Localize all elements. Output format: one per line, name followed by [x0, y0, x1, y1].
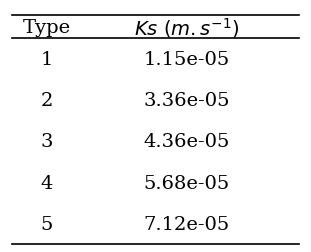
Text: 7.12e-05: 7.12e-05: [143, 215, 230, 233]
Text: 1: 1: [40, 51, 53, 69]
Text: 4.36e-05: 4.36e-05: [143, 133, 230, 151]
Text: 5: 5: [40, 215, 53, 233]
Text: 4: 4: [40, 174, 53, 192]
Text: 3: 3: [40, 133, 53, 151]
Text: 3.36e-05: 3.36e-05: [143, 92, 230, 110]
Text: 5.68e-05: 5.68e-05: [143, 174, 230, 192]
Text: Type: Type: [23, 19, 71, 37]
Text: $\mathit{Ks}\ (m.s^{-1})$: $\mathit{Ks}\ (m.s^{-1})$: [134, 16, 239, 40]
Text: 2: 2: [40, 92, 53, 110]
Text: 1.15e-05: 1.15e-05: [143, 51, 230, 69]
